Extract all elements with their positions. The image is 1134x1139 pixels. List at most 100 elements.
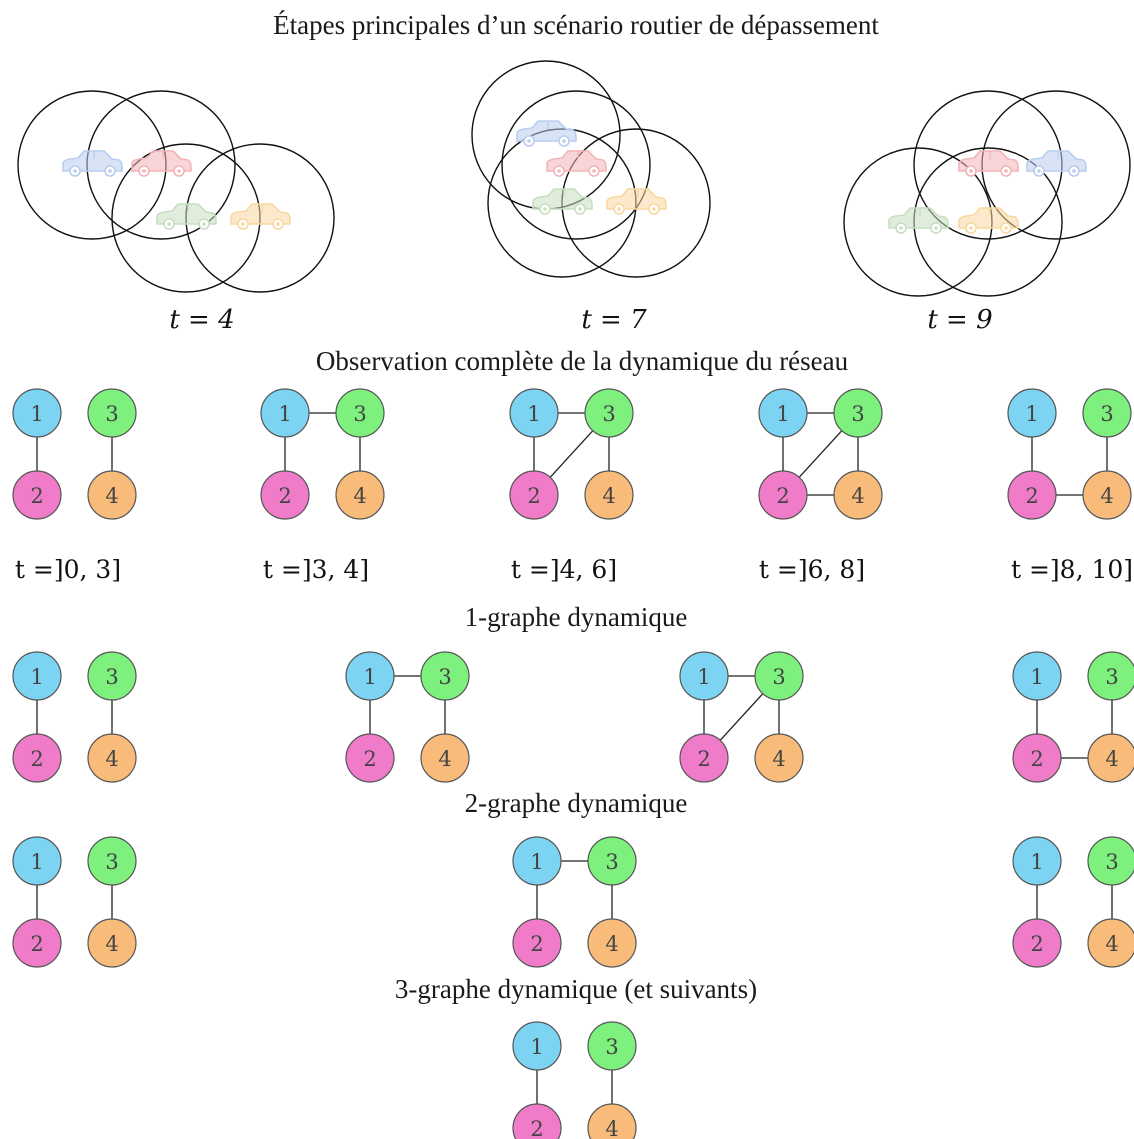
node-label: 2 [527,484,540,508]
node-label: 4 [605,1117,618,1139]
scenario-panel [471,60,711,278]
graph-node-2 [1012,733,1062,783]
graph-node-1 [345,651,395,701]
graph-node-2 [260,470,310,520]
two-graph-title: 2-graphe dynamique [465,788,688,818]
graph-node-4 [754,733,804,783]
node-label: 2 [697,747,710,771]
node-label: 2 [30,484,43,508]
graph-snapshot: 1 2 3 4 [509,388,634,520]
car-icon [888,207,949,234]
node-label: 1 [363,665,376,689]
node-label: 2 [1025,484,1038,508]
car-icon [62,150,123,177]
node-label: 2 [1030,932,1043,956]
graph-node-1 [1007,388,1057,438]
graph-node-1 [12,388,62,438]
node-label: 3 [105,402,118,426]
graph-node-2 [12,733,62,783]
graph-snapshot: 1 2 3 4 [345,651,470,783]
node-label: 1 [527,402,540,426]
graph-node-4 [1087,918,1134,968]
node-label: 1 [530,1035,543,1059]
scenario-panel [843,90,1131,297]
graph-node-1 [1012,836,1062,886]
graph-node-2 [1007,470,1057,520]
node-label: 3 [105,850,118,874]
node-label: 2 [30,747,43,771]
node-label: 3 [105,665,118,689]
graph-node-4 [87,733,137,783]
graph-node-2 [1012,918,1062,968]
car-icon [532,188,593,215]
node-label: 3 [1105,665,1118,689]
node-label: 1 [776,402,789,426]
node-label: 3 [1105,850,1118,874]
graph-snapshot: 1 2 3 4 [12,388,137,520]
car-icon [958,207,1019,234]
graph-node-3 [584,388,634,438]
car-icon [516,120,577,147]
graph-node-2 [509,470,559,520]
graph-node-3 [87,651,137,701]
scenario-time-label: t = 7 [581,305,647,335]
node-label: 3 [1100,402,1113,426]
graph-row-observation: 1 2 3 4 1 2 3 4 1 2 3 4 1 2 3 4 1 2 3 4 [12,388,1132,520]
node-label: 1 [30,665,43,689]
graph-node-2 [345,733,395,783]
node-label: 3 [772,665,785,689]
node-label: 4 [438,747,451,771]
car-icon [546,150,607,177]
node-label: 2 [278,484,291,508]
graph-node-3 [754,651,804,701]
node-label: 4 [851,484,864,508]
car-icon [230,203,291,230]
graph-node-1 [509,388,559,438]
node-label: 1 [697,665,710,689]
graph-row-one-graph: 1 2 3 4 1 2 3 4 1 2 3 4 1 2 3 4 [12,651,1134,783]
graph-snapshot: 1 2 3 4 [1007,388,1132,520]
graph-node-1 [12,836,62,886]
graph-node-3 [1087,836,1134,886]
scenario-title: Étapes principales d’un scénario routier… [273,10,879,40]
graph-node-1 [512,1021,562,1071]
graph-node-3 [1082,388,1132,438]
node-label: 4 [1105,932,1118,956]
graph-node-2 [512,918,562,968]
graph-node-4 [1082,470,1132,520]
one-graph-title: 1-graphe dynamique [465,602,688,632]
node-label: 2 [363,747,376,771]
node-label: 3 [438,665,451,689]
car-icon [606,188,667,215]
graph-snapshot: 1 2 3 4 [260,388,385,520]
graph-node-1 [12,651,62,701]
node-label: 4 [105,484,118,508]
graph-node-3 [1087,651,1134,701]
interval-label: t =]3, 4] [263,555,369,584]
graph-node-4 [1087,733,1134,783]
graph-snapshot: 1 2 3 4 [758,388,883,520]
graph-rows: 1 2 3 4 1 2 3 4 1 2 3 4 1 2 3 4 1 2 3 4 1 2 3 4 1 2 3 4 1 2 3 4 1 2 3 4 1 2 3 4… [12,388,1134,1139]
observation-title: Observation complète de la dynamique du … [316,346,849,376]
node-label: 4 [105,747,118,771]
graph-edge-2-3 [549,430,594,478]
graph-row-two-graph: 1 2 3 4 1 2 3 4 1 2 3 4 [12,836,1134,968]
graph-snapshot: 1 2 3 4 [1012,651,1134,783]
node-label: 1 [1030,665,1043,689]
node-label: 1 [530,850,543,874]
graph-node-3 [420,651,470,701]
scenario-panels [17,60,1131,297]
scenario-time-label: t = 4 [169,305,234,335]
graph-node-1 [512,836,562,886]
node-label: 3 [353,402,366,426]
node-label: 1 [1030,850,1043,874]
graph-node-1 [679,651,729,701]
graph-node-4 [87,470,137,520]
graph-node-3 [587,836,637,886]
graph-node-1 [1012,651,1062,701]
graph-node-2 [679,733,729,783]
node-label: 1 [30,402,43,426]
node-label: 1 [278,402,291,426]
node-label: 3 [602,402,615,426]
interval-label: t =]4, 6] [511,555,617,584]
